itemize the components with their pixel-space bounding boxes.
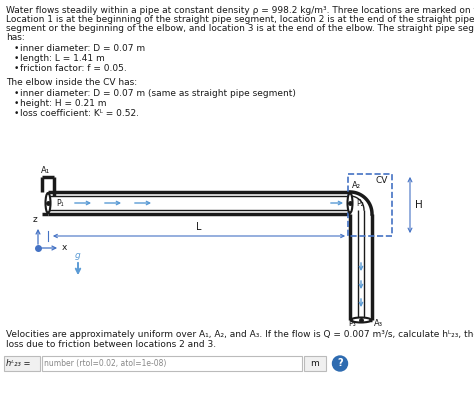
Text: number (rtol=0.02, atol=1e-08): number (rtol=0.02, atol=1e-08) xyxy=(44,359,166,368)
Ellipse shape xyxy=(46,193,51,213)
Text: loss coefficient: Kᴸ = 0.52.: loss coefficient: Kᴸ = 0.52. xyxy=(20,109,139,118)
Text: segment or the beginning of the elbow, and location 3 is at the end of the elbow: segment or the beginning of the elbow, a… xyxy=(6,24,474,33)
Circle shape xyxy=(332,356,347,371)
Text: g: g xyxy=(75,251,81,260)
Text: loss due to friction between locations 2 and 3.: loss due to friction between locations 2… xyxy=(6,340,216,349)
Text: L: L xyxy=(196,222,202,232)
Text: inner diameter: D = 0.07 m (same as straight pipe segment): inner diameter: D = 0.07 m (same as stra… xyxy=(20,89,296,98)
Text: inner diameter: D = 0.07 m: inner diameter: D = 0.07 m xyxy=(20,44,145,53)
Text: The elbow inside the CV has:: The elbow inside the CV has: xyxy=(6,78,137,87)
Text: A₂: A₂ xyxy=(352,181,361,190)
Text: ?: ? xyxy=(337,358,343,368)
FancyBboxPatch shape xyxy=(304,356,326,371)
Text: •: • xyxy=(14,54,19,63)
Text: has:: has: xyxy=(6,33,25,42)
Text: •: • xyxy=(14,44,19,53)
Text: height: H = 0.21 m: height: H = 0.21 m xyxy=(20,99,107,108)
Text: x: x xyxy=(62,244,67,252)
Text: hᴸ₂₃ =: hᴸ₂₃ = xyxy=(6,359,30,368)
Text: P₁: P₁ xyxy=(56,200,64,208)
Text: Velocities are approximately uniform over A₁, A₂, and A₃. If the flow is Q = 0.0: Velocities are approximately uniform ove… xyxy=(6,330,474,339)
Text: A₃: A₃ xyxy=(374,319,383,328)
Text: •: • xyxy=(14,64,19,73)
Text: P₂: P₂ xyxy=(356,200,364,208)
Ellipse shape xyxy=(347,193,353,213)
FancyBboxPatch shape xyxy=(4,356,40,371)
Text: Location 1 is at the beginning of the straight pipe segment, location 2 is at th: Location 1 is at the beginning of the st… xyxy=(6,15,474,24)
Text: friction factor: f = 0.05.: friction factor: f = 0.05. xyxy=(20,64,127,73)
Text: •: • xyxy=(14,109,19,118)
Text: z: z xyxy=(33,215,37,224)
Text: Water flows steadily within a pipe at constant density ρ = 998.2 kg/m³. Three lo: Water flows steadily within a pipe at co… xyxy=(6,6,474,15)
Ellipse shape xyxy=(351,318,371,322)
Text: length: L = 1.41 m: length: L = 1.41 m xyxy=(20,54,105,63)
Text: CV: CV xyxy=(375,176,388,185)
Text: A₁: A₁ xyxy=(41,166,51,175)
Text: P₃: P₃ xyxy=(348,319,356,328)
Text: •: • xyxy=(14,99,19,108)
FancyBboxPatch shape xyxy=(42,356,302,371)
Text: •: • xyxy=(14,89,19,98)
Text: m: m xyxy=(310,359,319,368)
Text: H: H xyxy=(415,200,423,210)
